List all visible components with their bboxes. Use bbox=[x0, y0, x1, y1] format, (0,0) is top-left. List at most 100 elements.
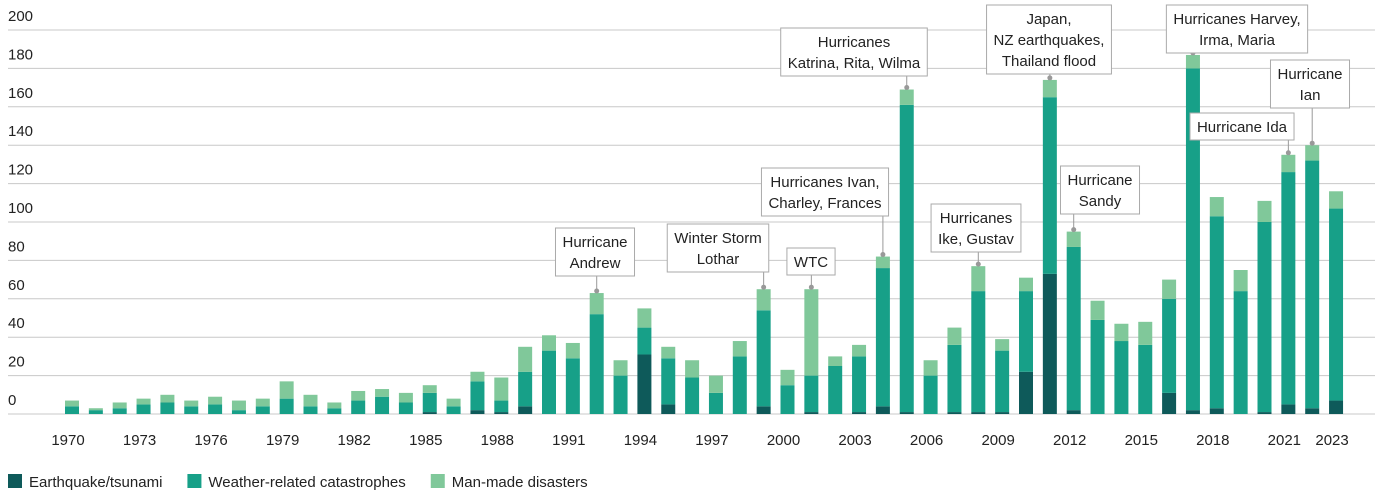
x-tick-label: 1991 bbox=[552, 432, 585, 449]
bar-segment bbox=[279, 398, 294, 414]
annotation-box bbox=[986, 4, 1112, 75]
bar-segment bbox=[1185, 68, 1200, 411]
bar-segment bbox=[971, 412, 986, 414]
annotation-text: Hurricanes Ivan, bbox=[770, 174, 879, 191]
bar-segment bbox=[136, 404, 151, 414]
annotation: Hurricanes Ike, Gustav bbox=[930, 203, 1022, 267]
bar-segment bbox=[1019, 371, 1033, 414]
bar-segment bbox=[1042, 97, 1057, 274]
annotation: Japan, NZ earthquakes, Thailand flood bbox=[986, 4, 1112, 81]
bar-segment bbox=[1233, 291, 1248, 414]
bar-segment bbox=[875, 268, 890, 407]
bar-segment bbox=[422, 392, 437, 413]
bar-segment bbox=[971, 291, 986, 413]
x-tick-label: 1979 bbox=[266, 432, 299, 449]
annotation-box bbox=[930, 203, 1022, 253]
bar-segment bbox=[255, 398, 270, 407]
bar-segment bbox=[375, 389, 390, 397]
x-tick-label: 1976 bbox=[194, 432, 227, 449]
bar-segment bbox=[518, 406, 533, 414]
x-tick-label: 1973 bbox=[123, 432, 156, 449]
annotation-box bbox=[786, 247, 836, 276]
bar-segment bbox=[1090, 300, 1105, 320]
annotation: Hurricane Andrew bbox=[554, 227, 636, 294]
bar-segment bbox=[494, 377, 509, 401]
y-tick-label: 180 bbox=[8, 46, 33, 63]
bar-segment bbox=[852, 356, 867, 413]
annotation-dot bbox=[1285, 150, 1291, 156]
annotation-text: Sandy bbox=[1079, 193, 1122, 210]
bar-segment bbox=[875, 406, 890, 414]
annotation-dot bbox=[594, 288, 600, 294]
bar-segment bbox=[1305, 160, 1320, 409]
bar-segment bbox=[947, 344, 962, 413]
bar-segment bbox=[1209, 197, 1224, 217]
bar-segment bbox=[1257, 200, 1272, 222]
annotation-dot bbox=[880, 252, 886, 258]
annotation: Winter Storm Lothar bbox=[666, 223, 770, 290]
x-tick-label: 2012 bbox=[1053, 432, 1086, 449]
bar-segment bbox=[422, 385, 437, 393]
bar-segment bbox=[1138, 321, 1153, 345]
x-tick-label: 1985 bbox=[409, 432, 442, 449]
bar-segment bbox=[589, 314, 604, 414]
annotation: Hurricane Ida bbox=[1189, 112, 1295, 156]
bar-segment bbox=[231, 400, 246, 411]
bar-segment bbox=[661, 358, 676, 405]
annotation-text: Hurricanes bbox=[940, 210, 1013, 227]
bar-segment bbox=[231, 410, 246, 414]
annotation-text: Hurricane bbox=[1067, 172, 1132, 189]
annotation: Hurricane Sandy bbox=[1059, 165, 1141, 233]
bar-segment bbox=[351, 400, 366, 414]
bar-segment bbox=[1257, 412, 1272, 414]
x-tick-label: 2021 bbox=[1268, 432, 1301, 449]
bar-segment bbox=[327, 402, 342, 409]
x-tick-label: 1997 bbox=[695, 432, 728, 449]
bar-segment bbox=[184, 400, 199, 407]
bar-segment bbox=[470, 371, 485, 382]
bar-segment bbox=[947, 412, 962, 414]
bar-segment bbox=[208, 396, 223, 405]
bar-segment bbox=[995, 339, 1010, 351]
bar-segment bbox=[255, 406, 270, 414]
bar-segment bbox=[279, 381, 294, 399]
bar-segment bbox=[1185, 410, 1200, 414]
bar-segment bbox=[184, 406, 199, 414]
annotation-text: Thailand flood bbox=[1002, 53, 1096, 70]
bar-segment bbox=[661, 404, 676, 414]
bar-segment bbox=[732, 356, 747, 414]
bar-segment bbox=[732, 341, 747, 357]
legend-swatch bbox=[8, 474, 22, 488]
bar-segment bbox=[518, 346, 533, 372]
annotation-dot bbox=[1047, 75, 1053, 81]
bar-segment bbox=[88, 410, 103, 414]
bar-segment bbox=[1281, 154, 1296, 173]
bar-segment bbox=[923, 375, 938, 414]
bar-segment bbox=[542, 350, 556, 414]
legend-swatch bbox=[430, 474, 445, 488]
annotation-text: Ike, Gustav bbox=[938, 231, 1014, 248]
bar-segment bbox=[947, 327, 962, 345]
x-tick-label: 2023 bbox=[1315, 432, 1348, 449]
x-tick-label: 2003 bbox=[838, 432, 871, 449]
bar-segment bbox=[780, 369, 795, 386]
annotation-text: Andrew bbox=[570, 255, 621, 272]
bar-segment bbox=[1066, 246, 1081, 411]
annotation-text: Katrina, Rita, Wilma bbox=[788, 55, 921, 72]
bar-segment bbox=[1329, 400, 1344, 414]
y-tick-label: 140 bbox=[8, 123, 33, 140]
bar-segment bbox=[1114, 341, 1129, 414]
bar-segment bbox=[637, 354, 652, 414]
bar-segment bbox=[1019, 277, 1033, 292]
bar-segment bbox=[756, 289, 771, 311]
bar-segment bbox=[136, 398, 151, 405]
bar-segment bbox=[637, 308, 652, 328]
y-tick-label: 200 bbox=[8, 8, 33, 25]
y-tick-label: 0 bbox=[8, 392, 16, 409]
y-tick-label: 100 bbox=[8, 200, 33, 217]
annotation: Hurricanes Ivan, Charley, Frances bbox=[760, 167, 890, 258]
bar-segment bbox=[899, 89, 914, 105]
annotation-text: WTC bbox=[794, 254, 828, 271]
annotation-dot bbox=[1071, 227, 1077, 233]
